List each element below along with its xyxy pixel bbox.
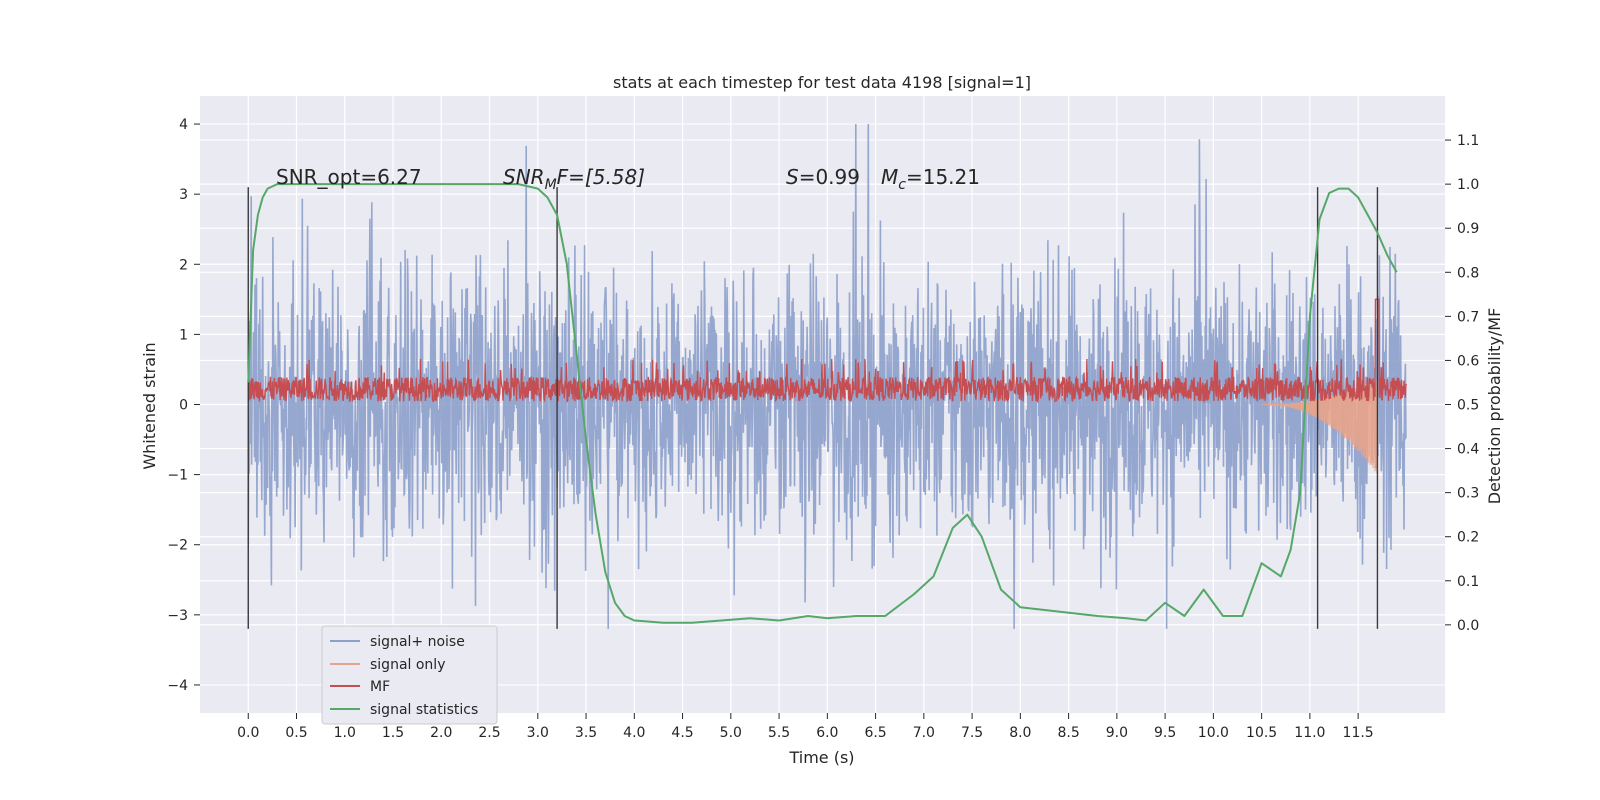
right-y-axis: 0.0 0.1 0.2 0.3 0.4 0.5 0.6 0.7 0.8 0.9 1.0 1.1: [1445, 133, 1479, 634]
x-tick-label: 1.5: [382, 725, 404, 741]
right-tick-label: 1.0: [1457, 177, 1479, 193]
right-y-axis-label: Detection probability/MF: [1485, 308, 1504, 505]
series-signal-only: [1261, 378, 1379, 473]
right-tick-label: 0.7: [1457, 309, 1479, 325]
vertical-markers: [247, 187, 1379, 629]
x-axis: 0.0 0.5 1.0 1.5 2.0 2.5 3.0 3.5 4.0 4.5 5.0 5.5 6.0 6…: [237, 713, 1374, 741]
signal-plus-noise-line: [247, 123, 1408, 629]
legend-box: [321, 625, 498, 725]
signal-statistics-line: [247, 183, 1398, 624]
x-tick-label: 10.5: [1246, 725, 1277, 741]
x-tick-label: 6.0: [816, 725, 838, 741]
left-tick-label: 0: [179, 398, 188, 414]
left-y-axis-label: Whitened strain: [140, 342, 159, 469]
x-tick-label: 6.5: [864, 725, 886, 741]
legend-label-signal-statistics: signal statistics: [370, 702, 478, 718]
x-tick-label: 4.5: [671, 725, 693, 741]
s-value: =0.99: [799, 165, 860, 189]
left-tick-label: −2: [167, 538, 188, 554]
x-tick-label: 0.5: [285, 725, 307, 741]
signal-only-line: [1261, 378, 1379, 473]
right-tick-label: 0.4: [1457, 442, 1479, 458]
left-y-axis: −4 −3 −2 −1 0 1 2 3 4: [167, 117, 200, 694]
chart-title: stats at each timestep for test data 419…: [613, 73, 1031, 92]
x-tick-label: 1.0: [334, 725, 356, 741]
left-tick-label: 2: [179, 257, 188, 273]
x-tick-label: 2.0: [430, 725, 452, 741]
x-tick-label: 8.0: [1009, 725, 1031, 741]
annotation-snr-mf: SNRMF=[5.58]: [503, 165, 645, 193]
x-tick-label: 5.5: [768, 725, 790, 741]
mc-sub: c: [898, 177, 906, 193]
left-tick-label: −1: [167, 468, 188, 484]
mf-line: [247, 298, 1408, 404]
right-tick-label: 0.0: [1457, 618, 1479, 634]
right-tick-label: 0.2: [1457, 530, 1479, 546]
series-signal-statistics: [247, 183, 1398, 624]
x-tick-label: 10.0: [1198, 725, 1229, 741]
right-tick-label: 0.3: [1457, 486, 1479, 502]
legend: signal+ noise signal only MF signal stat…: [321, 625, 498, 725]
annotation-snr-opt: SNR_opt=6.27: [276, 165, 422, 189]
mc-value: =15.21: [906, 165, 980, 189]
right-tick-label: 1.1: [1457, 133, 1479, 149]
legend-label-mf: MF: [370, 679, 390, 695]
right-tick-label: 0.1: [1457, 574, 1479, 590]
annotation-mc: Mc=15.21: [881, 165, 980, 193]
x-tick-label: 11.5: [1343, 725, 1374, 741]
legend-label-signal-only: signal only: [370, 657, 445, 673]
snr-mf-rest: F=[5.58]: [557, 165, 645, 189]
x-tick-label: 9.0: [1106, 725, 1128, 741]
left-tick-label: −4: [167, 678, 188, 694]
s-symbol: S: [786, 165, 799, 189]
snr-mf-base: SNR: [503, 165, 545, 189]
right-tick-label: 0.6: [1457, 353, 1479, 369]
x-axis-label: Time (s): [788, 748, 854, 767]
left-tick-label: 3: [179, 187, 188, 203]
left-tick-label: −3: [167, 608, 188, 624]
x-tick-label: 4.0: [623, 725, 645, 741]
mc-symbol: M: [881, 165, 898, 189]
left-tick-label: 4: [179, 117, 188, 133]
left-tick-label: 1: [179, 327, 188, 343]
x-tick-label: 7.0: [913, 725, 935, 741]
x-tick-label: 3.5: [575, 725, 597, 741]
x-tick-label: 3.0: [527, 725, 549, 741]
series-mf: [247, 298, 1408, 404]
right-tick-label: 0.5: [1457, 398, 1479, 414]
x-tick-label: 2.5: [478, 725, 500, 741]
x-tick-label: 9.5: [1154, 725, 1176, 741]
x-tick-label: 8.5: [1057, 725, 1079, 741]
right-tick-label: 0.9: [1457, 221, 1479, 237]
x-tick-label: 7.5: [961, 725, 983, 741]
legend-label-signal-plus-noise: signal+ noise: [370, 634, 465, 650]
x-tick-label: 5.0: [720, 725, 742, 741]
snr-mf-sub: M: [545, 177, 557, 193]
x-tick-label: 0.0: [237, 725, 259, 741]
annotation-s: S=0.99: [786, 165, 860, 189]
x-tick-label: 11.0: [1294, 725, 1325, 741]
series-signal-plus-noise: [247, 123, 1408, 629]
right-tick-label: 0.8: [1457, 265, 1479, 281]
